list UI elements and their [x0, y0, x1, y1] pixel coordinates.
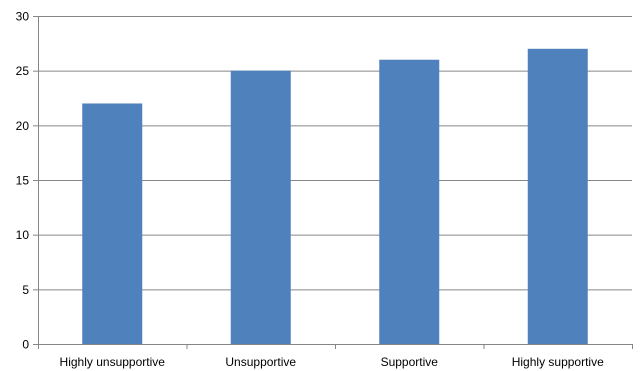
x-tick-label: Highly unsupportive — [60, 355, 166, 369]
y-tick-label: 25 — [16, 64, 30, 78]
bar — [379, 59, 440, 344]
bar — [82, 103, 143, 344]
y-tick-label: 10 — [16, 228, 30, 242]
x-tick-label: Highly supportive — [512, 355, 604, 369]
x-tick-label: Unsupportive — [225, 355, 296, 369]
x-axis-labels: Highly unsupportive Unsupportive Supportiv… — [38, 344, 633, 369]
y-tick-label: 5 — [22, 283, 29, 297]
y-tick-label: 0 — [22, 338, 29, 352]
x-tick-label: Supportive — [381, 355, 439, 369]
bar — [230, 70, 291, 345]
y-tick-label: 20 — [16, 119, 30, 133]
y-axis-ticks: 0 5 10 15 20 25 30 — [16, 10, 38, 352]
y-tick-label: 15 — [16, 174, 30, 188]
bar — [527, 48, 588, 345]
y-tick-label: 30 — [16, 10, 30, 24]
bars — [82, 48, 588, 345]
